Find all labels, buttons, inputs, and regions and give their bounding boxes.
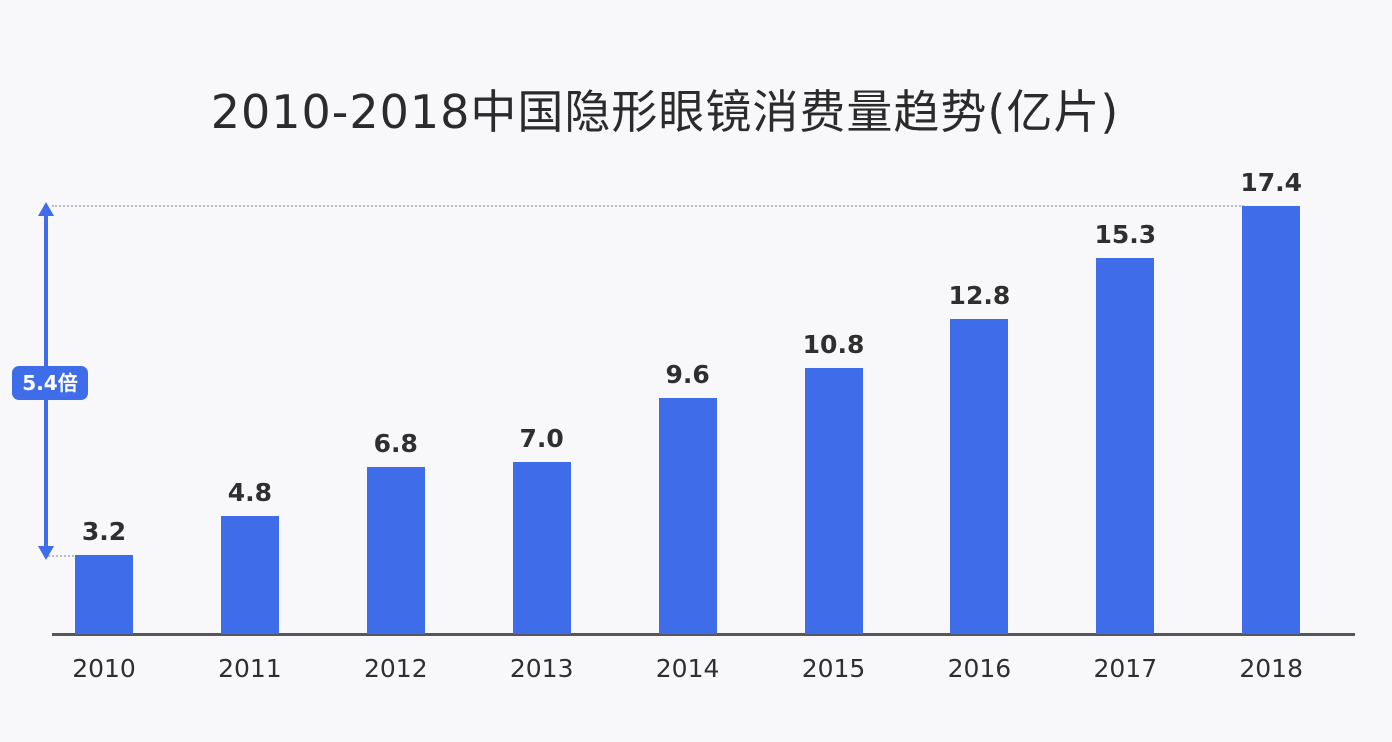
value-label: 12.8 bbox=[948, 281, 1011, 311]
value-label: 15.3 bbox=[1094, 219, 1157, 249]
value-label: 9.6 bbox=[665, 359, 710, 389]
value-label: 7.0 bbox=[519, 423, 564, 453]
growth-multiplier-badge: 5.4倍 bbox=[12, 366, 88, 400]
bar-2012 bbox=[366, 466, 425, 634]
min-reference-line bbox=[48, 555, 74, 557]
value-label: 3.2 bbox=[81, 517, 127, 547]
value-label: 4.8 bbox=[227, 477, 273, 507]
x-axis-line bbox=[52, 633, 1355, 636]
bar-2016 bbox=[950, 319, 1009, 634]
value-label: 10.8 bbox=[802, 330, 865, 360]
bar-2017 bbox=[1096, 257, 1155, 634]
max-reference-line bbox=[52, 205, 1244, 207]
bar-2015 bbox=[804, 368, 863, 634]
bar-2010 bbox=[75, 555, 133, 634]
x-tick-label: 2018 bbox=[1239, 654, 1303, 683]
value-label: 17.4 bbox=[1240, 168, 1303, 197]
x-tick-label: 2016 bbox=[947, 654, 1012, 683]
x-tick-label: 2012 bbox=[363, 654, 428, 683]
arrow-down-icon bbox=[38, 546, 54, 560]
bar-2014 bbox=[658, 397, 717, 634]
x-tick-label: 2017 bbox=[1093, 654, 1158, 683]
chart-title: 2010-2018中国隐形眼镜消费量趋势(亿片) bbox=[210, 85, 1120, 139]
x-tick-label: 2010 bbox=[72, 654, 136, 683]
bar-2018 bbox=[1242, 206, 1301, 634]
x-tick-label: 2011 bbox=[218, 654, 282, 683]
x-tick-label: 2013 bbox=[509, 654, 574, 683]
bar-2011 bbox=[220, 515, 279, 634]
x-tick-label: 2014 bbox=[655, 654, 720, 683]
x-tick-label: 2015 bbox=[801, 654, 866, 683]
arrow-up-icon bbox=[38, 202, 54, 216]
value-label: 6.8 bbox=[373, 428, 418, 458]
bar-2013 bbox=[512, 461, 571, 634]
